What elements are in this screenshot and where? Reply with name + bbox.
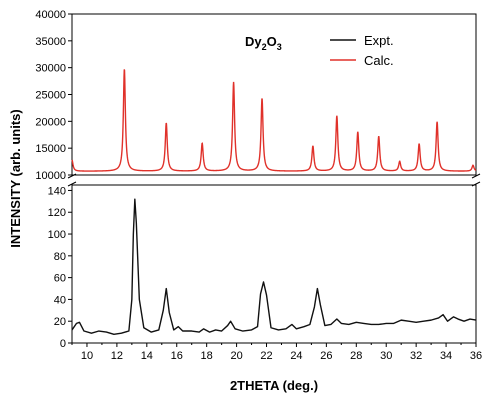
axis-break-mark	[67, 181, 77, 187]
lower-y-tick-label: 0	[60, 338, 66, 350]
upper-y-tick-label: 15000	[35, 143, 66, 155]
lower-y-tick-label: 40	[54, 294, 66, 306]
x-tick-label: 12	[111, 350, 123, 362]
x-tick-label: 24	[290, 350, 302, 362]
upper-y-tick-label: 30000	[35, 63, 66, 75]
lower-y-tick-label: 140	[48, 185, 66, 197]
upper-y-tick-label: 35000	[35, 36, 66, 48]
x-tick-label: 36	[470, 350, 482, 362]
x-tick-label: 10	[81, 350, 93, 362]
annotation-element-dy: Dy	[245, 34, 262, 49]
lower-y-ticks: 0 20 40 60 80 100 120 140	[48, 185, 72, 350]
legend: Expt. Calc.	[330, 33, 394, 68]
lower-panel-series	[71, 198, 477, 335]
lower-y-tick-label: 120	[48, 207, 66, 219]
x-tick-label: 34	[440, 350, 452, 362]
upper-y-tick-label: 40000	[35, 9, 66, 21]
lower-y-tick-label: 100	[48, 229, 66, 241]
x-tick-label: 28	[350, 350, 362, 362]
expt-series-line	[71, 198, 477, 335]
lower-panel-frame	[71, 184, 477, 344]
upper-y-tick-label: 10000	[35, 170, 66, 182]
x-tick-label: 30	[380, 350, 392, 362]
lower-y-tick-label: 20	[54, 316, 66, 328]
x-tick-label: 26	[320, 350, 332, 362]
axis-break-mark	[471, 181, 481, 187]
annotation-element-o: O	[267, 34, 277, 49]
upper-panel-series	[71, 69, 477, 172]
upper-y-ticks: 10000 15000 20000 25000 30000 35000 40000	[35, 9, 72, 182]
y-axis-title: INTENSITY (arb. units)	[8, 109, 23, 247]
calc-series-line	[71, 69, 477, 172]
legend-label-calc: Calc.	[364, 53, 394, 68]
annotation-sub-3: 3	[277, 42, 282, 52]
axis-break-mark	[67, 173, 77, 179]
axis-break-marks	[67, 173, 481, 187]
legend-label-expt: Expt.	[364, 33, 394, 48]
x-tick-label: 32	[410, 350, 422, 362]
x-tick-label: 22	[260, 350, 272, 362]
lower-y-tick-label: 80	[54, 251, 66, 263]
x-ticks: 10 12 14 16 18 20 22 24 26 28 30 32 34 36	[71, 343, 482, 362]
x-tick-label: 20	[230, 350, 242, 362]
x-axis-title: 2THETA (deg.)	[230, 378, 318, 393]
lower-y-tick-label: 60	[54, 273, 66, 285]
x-tick-label: 18	[201, 350, 213, 362]
axis-break-mark	[471, 173, 481, 179]
upper-y-tick-label: 20000	[35, 116, 66, 128]
compound-annotation: Dy2O3	[245, 34, 282, 52]
upper-y-tick-label: 25000	[35, 90, 66, 102]
annotation-sub-2: 2	[262, 42, 267, 52]
x-tick-label: 16	[171, 350, 183, 362]
x-tick-label: 14	[141, 350, 153, 362]
